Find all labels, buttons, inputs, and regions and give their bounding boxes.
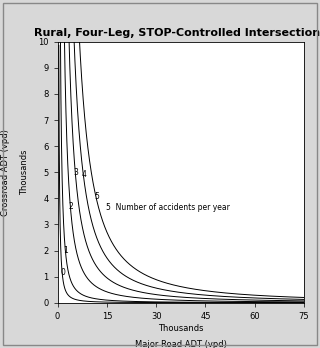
- X-axis label: Major Road ADT (vpd): Major Road ADT (vpd): [135, 340, 227, 348]
- Text: 0: 0: [60, 268, 65, 277]
- Y-axis label: Crossroad ADT (vpd): Crossroad ADT (vpd): [1, 129, 10, 216]
- Text: 1: 1: [63, 246, 68, 255]
- Text: 5: 5: [95, 192, 100, 201]
- Text: 2: 2: [68, 202, 73, 211]
- Text: Thousands: Thousands: [158, 324, 204, 333]
- Text: 5  Number of accidents per year: 5 Number of accidents per year: [106, 204, 230, 213]
- Text: 4: 4: [81, 170, 86, 179]
- Title: Rural, Four-Leg, STOP-Controlled Intersections: Rural, Four-Leg, STOP-Controlled Interse…: [35, 28, 320, 38]
- Text: 3: 3: [73, 168, 78, 177]
- Text: Thousands: Thousands: [20, 150, 29, 195]
